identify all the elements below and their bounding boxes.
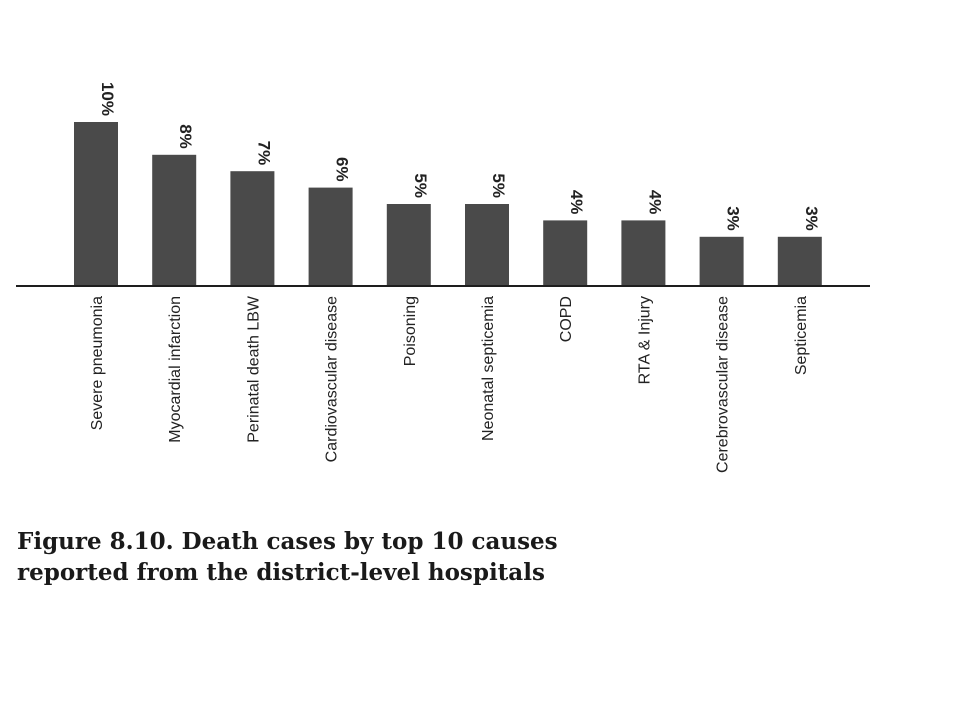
- bar-neonatal-septicemia: [465, 204, 509, 286]
- value-label-severe-pneumonia: 10%: [98, 82, 117, 116]
- category-labels-group: Severe pneumonia Myocardial infarction Per…: [89, 295, 810, 473]
- bar-cerebrovascular-disease: [699, 236, 744, 286]
- bar-septicemia: [777, 236, 822, 286]
- value-label-septicemia: 3%: [802, 206, 821, 231]
- caption-line-2: reported from the district-level hospita…: [17, 559, 545, 586]
- category-label-myocardial-infarction: Myocardial infarction: [167, 296, 184, 443]
- value-label-myocardial-infarction: 8%: [176, 124, 195, 149]
- value-label-cerebrovascular-disease: 3%: [724, 206, 743, 231]
- bar-myocardial-infarction: [152, 154, 197, 286]
- bar-copd: [543, 220, 588, 286]
- bar-severe-pneumonia: [74, 122, 118, 286]
- category-label-cerebrovascular-disease: Cerebrovascular disease: [715, 296, 732, 473]
- category-label-copd: COPD: [558, 296, 575, 342]
- bar-cardiovascular-disease: [308, 187, 353, 286]
- value-label-cardiovascular-disease: 6%: [333, 157, 352, 182]
- bar-perinatal-death-lbw: [230, 171, 275, 286]
- category-label-perinatal-death-lbw: Perinatal death LBW: [245, 295, 262, 443]
- bar-chart: 10% 8% 7% 6% 5% 5% 4% 4% 3% 3% Severe pneumonia My…: [16, 82, 870, 473]
- value-label-perinatal-death-lbw: 7%: [254, 141, 273, 166]
- category-label-rta-and-injury: RTA & Injury: [636, 296, 653, 384]
- caption-line-1: Figure 8.10. Death cases by top 10 cause…: [17, 528, 558, 555]
- category-label-severe-pneumonia: Severe pneumonia: [89, 296, 106, 430]
- category-label-poisoning: Poisoning: [402, 296, 419, 366]
- value-labels-group: 10% 8% 7% 6% 5% 5% 4% 4% 3% 3%: [98, 82, 821, 231]
- category-label-septicemia: Septicemia: [793, 296, 810, 375]
- bar-rta-and-injury: [621, 220, 666, 286]
- value-label-rta-and-injury: 4%: [645, 190, 664, 215]
- value-label-neonatal-septicemia: 5%: [489, 173, 508, 198]
- value-label-poisoning: 5%: [411, 173, 430, 198]
- category-label-cardiovascular-disease: Cardiovascular disease: [324, 296, 341, 462]
- value-label-copd: 4%: [567, 190, 586, 215]
- bars-group: [74, 122, 822, 286]
- category-label-neonatal-septicemia: Neonatal septicemia: [480, 296, 497, 441]
- bar-poisoning: [386, 204, 431, 286]
- chart-caption: Figure 8.10. Death cases by top 10 cause…: [17, 526, 558, 588]
